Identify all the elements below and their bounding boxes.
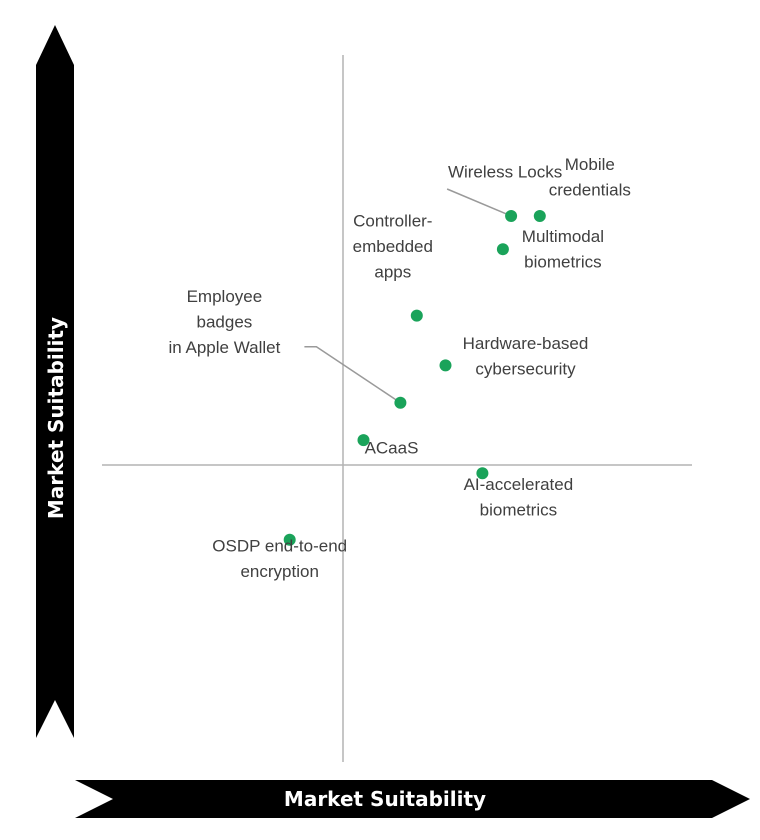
y-axis-arrow-shape [36,25,74,738]
point-1-marker [533,210,546,222]
y-axis-title: Market Suitability [44,317,68,519]
point-6-label: ACaaS [365,439,419,458]
point-6-marker [357,434,370,447]
point-5-label: Employee badges in Apple Wallet [168,287,280,357]
point-7-marker [476,467,489,480]
point-5-marker [394,396,407,409]
point-8-marker [283,533,296,546]
point-5-connector [304,346,401,404]
point-3-label: Controller-embedded apps [353,212,433,282]
data-points [283,210,546,546]
x-axis-arrow-shape [75,780,750,818]
point-2-label: Multimodal biometrics [522,227,604,272]
point-4-marker [439,359,452,372]
y-axis-arrow: Market Suitability [36,25,74,738]
point-1-label: Mobile credentials [549,155,631,200]
x-axis-arrow: Market Suitability [75,780,750,818]
x-axis-title: Market Suitability [284,787,486,811]
point-0-label: Wireless Locks [448,163,562,182]
point-3-marker [410,309,423,322]
point-0-marker [505,210,518,222]
point-4-label: Hardware-based cybersecurity [463,334,589,379]
point-7-label: AI-accelerated biometrics [464,475,574,520]
point-8-label: OSDP end-to-end encryption [212,536,347,581]
connectors [304,188,512,404]
point-2-marker [496,243,509,256]
point-labels: Wireless Locks Mobile credentials Multimoda… [168,155,630,581]
point-0-connector [446,188,512,217]
